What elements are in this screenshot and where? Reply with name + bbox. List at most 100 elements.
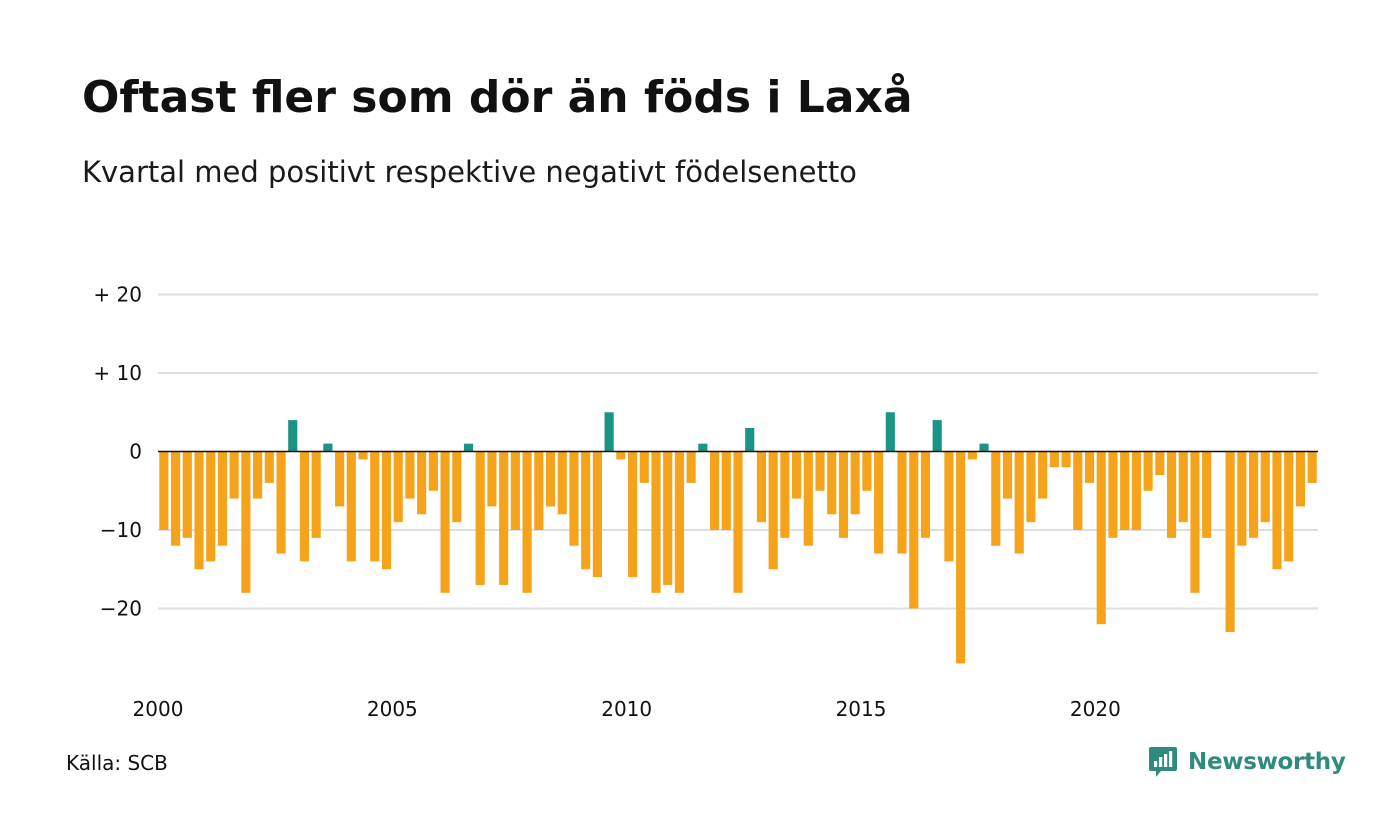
bar: [1096, 451, 1106, 625]
bar: [616, 451, 626, 460]
bar: [522, 451, 532, 593]
bar: [264, 451, 274, 483]
bar: [346, 451, 356, 562]
bar: [850, 451, 860, 515]
bar: [651, 451, 661, 593]
bar: [475, 451, 485, 585]
bar: [194, 451, 204, 570]
bar: [393, 451, 403, 523]
bar: [745, 427, 755, 452]
bar: [499, 451, 509, 585]
bar: [1190, 451, 1200, 593]
bar: [487, 451, 497, 507]
bar-chart: + 20 + 10 0 −10 −20 2000 2005 2010 2015 2020: [93, 283, 1318, 721]
bar: [674, 451, 684, 593]
bar: [686, 451, 696, 483]
x-axis-ticks: 2000 2005 2010 2015 2020: [133, 697, 1121, 721]
x-tick-label: 2015: [836, 697, 887, 721]
bar: [182, 451, 192, 538]
x-tick-label: 2000: [133, 697, 184, 721]
y-tick-label: 0: [129, 440, 142, 464]
bar: [1284, 451, 1294, 562]
source-note: Källa: SCB: [66, 751, 168, 775]
chart-subtitle: Kvartal med positivt respektive negativt…: [82, 155, 857, 189]
bar: [1061, 451, 1071, 468]
bar: [979, 443, 989, 452]
chart-title: Oftast fler som dör än föds i Laxå: [82, 72, 913, 123]
x-tick-label: 2010: [601, 697, 652, 721]
bar: [253, 451, 263, 499]
bar: [733, 451, 743, 593]
bar: [967, 451, 977, 460]
bar: [956, 451, 966, 664]
bar: [1225, 451, 1235, 633]
bar: [171, 451, 181, 546]
bar: [1143, 451, 1153, 491]
bar: [452, 451, 462, 523]
brand-logo: Newsworthy: [1148, 745, 1346, 779]
bar: [1131, 451, 1141, 530]
bar: [827, 451, 837, 515]
bar: [815, 451, 825, 491]
bar: [627, 451, 638, 578]
bar: [428, 451, 438, 491]
bar: [862, 451, 872, 491]
bar: [756, 451, 766, 523]
bar: [780, 451, 790, 538]
bar: [581, 451, 591, 570]
bar: [545, 451, 556, 507]
bar: [370, 451, 380, 562]
bar: [335, 451, 345, 507]
bar: [557, 451, 567, 515]
bar: [1166, 451, 1177, 538]
bar: [592, 451, 602, 578]
bar: [1026, 451, 1036, 523]
bar: [1038, 451, 1048, 499]
bar: [944, 451, 954, 562]
bar: [534, 451, 544, 530]
y-tick-label: −20: [100, 597, 142, 621]
y-tick-label: + 10: [93, 361, 142, 385]
y-tick-label: −10: [100, 518, 142, 542]
bar: [1002, 451, 1013, 499]
bar: [569, 451, 579, 546]
bar: [381, 451, 392, 570]
bar: [897, 451, 907, 554]
y-axis-ticks: + 20 + 10 0 −10 −20: [93, 283, 142, 621]
bar: [1178, 451, 1188, 523]
bar: [1108, 451, 1118, 538]
brand-name: Newsworthy: [1188, 749, 1346, 775]
newsworthy-logo-icon: [1149, 747, 1177, 777]
bar: [206, 451, 216, 562]
bar: [604, 412, 614, 452]
bar: [229, 451, 239, 499]
bar: [241, 451, 251, 593]
bar: [803, 451, 813, 546]
bar: [463, 443, 474, 452]
bar: [1014, 451, 1024, 554]
bar: [768, 451, 778, 570]
bar: [991, 451, 1001, 546]
bar: [792, 451, 802, 499]
bar: [276, 451, 286, 554]
bar: [1307, 451, 1317, 483]
bar: [698, 443, 708, 452]
x-tick-label: 2020: [1070, 697, 1121, 721]
bar: [1120, 451, 1130, 530]
bar: [721, 451, 731, 530]
bar: [932, 420, 942, 452]
bar: [1049, 451, 1059, 468]
bar: [874, 451, 884, 554]
bar: [1237, 451, 1247, 546]
bar: [1155, 451, 1165, 476]
bar: [323, 443, 333, 452]
bar: [417, 451, 427, 515]
bar: [1272, 451, 1282, 570]
bar: [1248, 451, 1259, 538]
bar: [639, 451, 649, 483]
bar: [1202, 451, 1212, 538]
bar: [358, 451, 368, 460]
bar: [217, 451, 228, 546]
bar: [710, 451, 720, 530]
bar: [1295, 451, 1305, 507]
